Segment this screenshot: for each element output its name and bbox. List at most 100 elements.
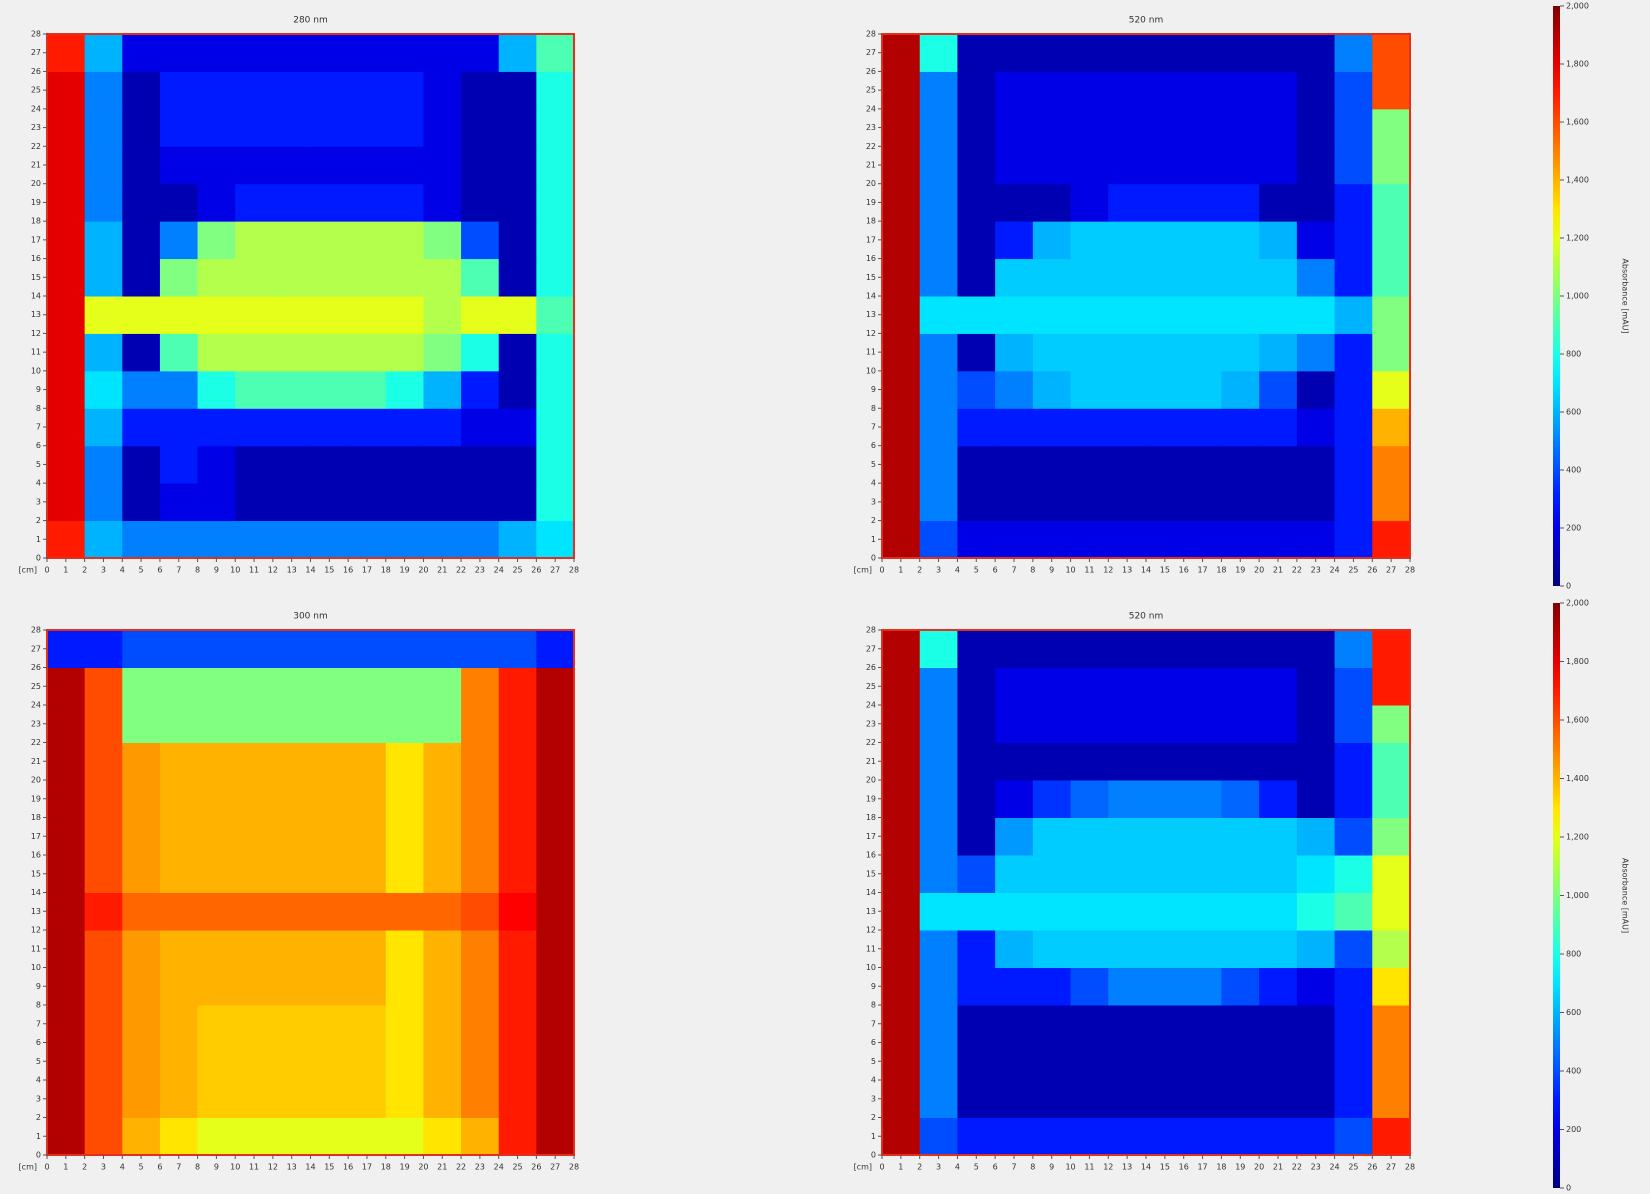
heatmap-cell bbox=[1146, 930, 1185, 968]
heatmap-cell bbox=[385, 34, 424, 72]
heatmap-cell bbox=[1108, 780, 1147, 818]
heatmap-cell bbox=[1259, 370, 1298, 409]
heatmap-cell bbox=[919, 705, 958, 743]
heatmap-cell bbox=[536, 34, 575, 72]
heatmap-cell bbox=[385, 183, 424, 222]
heatmap-cell bbox=[122, 855, 161, 893]
heatmap-cell bbox=[1334, 892, 1373, 931]
heatmap-cell bbox=[882, 258, 921, 297]
x-tick-label: 16 bbox=[343, 1163, 353, 1172]
y-tick-label: 9 bbox=[36, 385, 41, 394]
heatmap-cell bbox=[498, 855, 537, 893]
heatmap-cell bbox=[272, 630, 311, 668]
y-tick-label: 21 bbox=[31, 161, 41, 170]
heatmap-cell bbox=[995, 483, 1034, 522]
x-tick-label: 19 bbox=[1235, 566, 1245, 575]
heatmap-cell bbox=[498, 108, 537, 147]
heatmap-cell bbox=[1070, 520, 1109, 559]
x-tick-label: 21 bbox=[437, 566, 447, 575]
heatmap-cell bbox=[919, 183, 958, 222]
y-tick-label: 26 bbox=[31, 67, 41, 76]
colorbar-tick-label: 0 bbox=[1566, 1184, 1571, 1193]
colorbar-tick-label: 1,600 bbox=[1566, 716, 1589, 725]
heatmap-cell bbox=[159, 370, 199, 409]
y-tick-label: 18 bbox=[31, 813, 41, 822]
heatmap-cell bbox=[498, 34, 537, 72]
heatmap-cell bbox=[84, 1080, 123, 1118]
x-tick-label: 9 bbox=[1049, 566, 1054, 575]
heatmap-cell bbox=[1032, 445, 1072, 484]
x-tick-label: 23 bbox=[1311, 566, 1321, 575]
heatmap-cell bbox=[235, 1080, 274, 1118]
heatmap-cell bbox=[197, 742, 236, 781]
heatmap-cell bbox=[1108, 445, 1147, 484]
heatmap-cell bbox=[1334, 667, 1373, 706]
heatmap-cell bbox=[1221, 892, 1260, 931]
heatmap-cell bbox=[1070, 146, 1109, 185]
heatmap-cell bbox=[385, 221, 424, 260]
heatmap-cell bbox=[348, 742, 387, 781]
heatmap-cell bbox=[498, 780, 537, 818]
heatmap-cell bbox=[1108, 333, 1147, 372]
y-tick-label: 14 bbox=[866, 888, 876, 897]
heatmap-cell bbox=[1372, 34, 1411, 72]
x-tick-label: 25 bbox=[512, 1163, 522, 1172]
heatmap-cell bbox=[272, 333, 311, 372]
heatmap-cell bbox=[1296, 445, 1336, 484]
heatmap-cell bbox=[47, 1080, 86, 1118]
heatmap-cell bbox=[1372, 408, 1411, 447]
heatmap-cell bbox=[310, 1042, 349, 1081]
heatmap-cell bbox=[1221, 817, 1260, 856]
colorbar bbox=[1553, 6, 1560, 586]
heatmap-cell bbox=[235, 258, 274, 297]
heatmap-cell bbox=[84, 1005, 123, 1043]
heatmap-cell bbox=[423, 370, 462, 409]
heatmap-cell bbox=[919, 296, 958, 334]
x-tick-label: 14 bbox=[1141, 566, 1151, 575]
x-tick-label: 13 bbox=[287, 566, 297, 575]
heatmap-cell bbox=[1296, 408, 1336, 447]
heatmap-cell bbox=[1221, 296, 1260, 334]
heatmap-cell bbox=[47, 892, 86, 931]
heatmap-cell bbox=[47, 370, 86, 409]
x-tick-label: 22 bbox=[456, 1163, 466, 1172]
heatmap-cell bbox=[310, 930, 349, 968]
heatmap-cell bbox=[197, 855, 236, 893]
heatmap-cell bbox=[1372, 445, 1411, 484]
heatmap-cell bbox=[1296, 667, 1336, 706]
heatmap-cell bbox=[461, 1042, 500, 1081]
heatmap-cell bbox=[1183, 483, 1222, 522]
heatmap-cell bbox=[882, 183, 921, 222]
y-tick-label: 20 bbox=[31, 776, 41, 785]
heatmap-cell bbox=[348, 1117, 387, 1156]
heatmap-cell bbox=[84, 483, 123, 522]
heatmap-cell bbox=[197, 1080, 236, 1118]
heatmap-cell bbox=[536, 221, 575, 260]
heatmap-cell bbox=[348, 258, 387, 297]
y-tick-label: 5 bbox=[871, 460, 876, 469]
heatmap-cell bbox=[1372, 967, 1411, 1006]
x-tick-label: 26 bbox=[1367, 1163, 1377, 1172]
heatmap-cell bbox=[197, 967, 236, 1006]
x-tick-label: 8 bbox=[1030, 1163, 1035, 1172]
y-tick-label: 26 bbox=[866, 663, 876, 672]
heatmap-cell bbox=[1146, 705, 1185, 743]
x-tick-label: 17 bbox=[1197, 1163, 1207, 1172]
heatmap-cell bbox=[1221, 333, 1260, 372]
heatmap-cell bbox=[1146, 967, 1185, 1006]
heatmap-cell bbox=[1146, 1117, 1185, 1156]
heatmap-cell bbox=[1334, 183, 1373, 222]
x-tick-label: 6 bbox=[157, 1163, 162, 1172]
x-tick-label: 20 bbox=[1254, 566, 1264, 575]
heatmap-cell bbox=[348, 370, 387, 409]
y-tick-label: 15 bbox=[866, 273, 876, 282]
x-tick-label: 27 bbox=[1386, 566, 1396, 575]
heatmap-cell bbox=[1070, 630, 1109, 668]
y-tick-label: 27 bbox=[866, 48, 876, 57]
heatmap-cell bbox=[310, 71, 349, 110]
heatmap-cell bbox=[159, 705, 199, 743]
heatmap-cell bbox=[272, 1080, 311, 1118]
heatmap-cell bbox=[957, 221, 996, 260]
x-tick-label: 20 bbox=[418, 566, 428, 575]
heatmap-cell bbox=[1108, 705, 1147, 743]
